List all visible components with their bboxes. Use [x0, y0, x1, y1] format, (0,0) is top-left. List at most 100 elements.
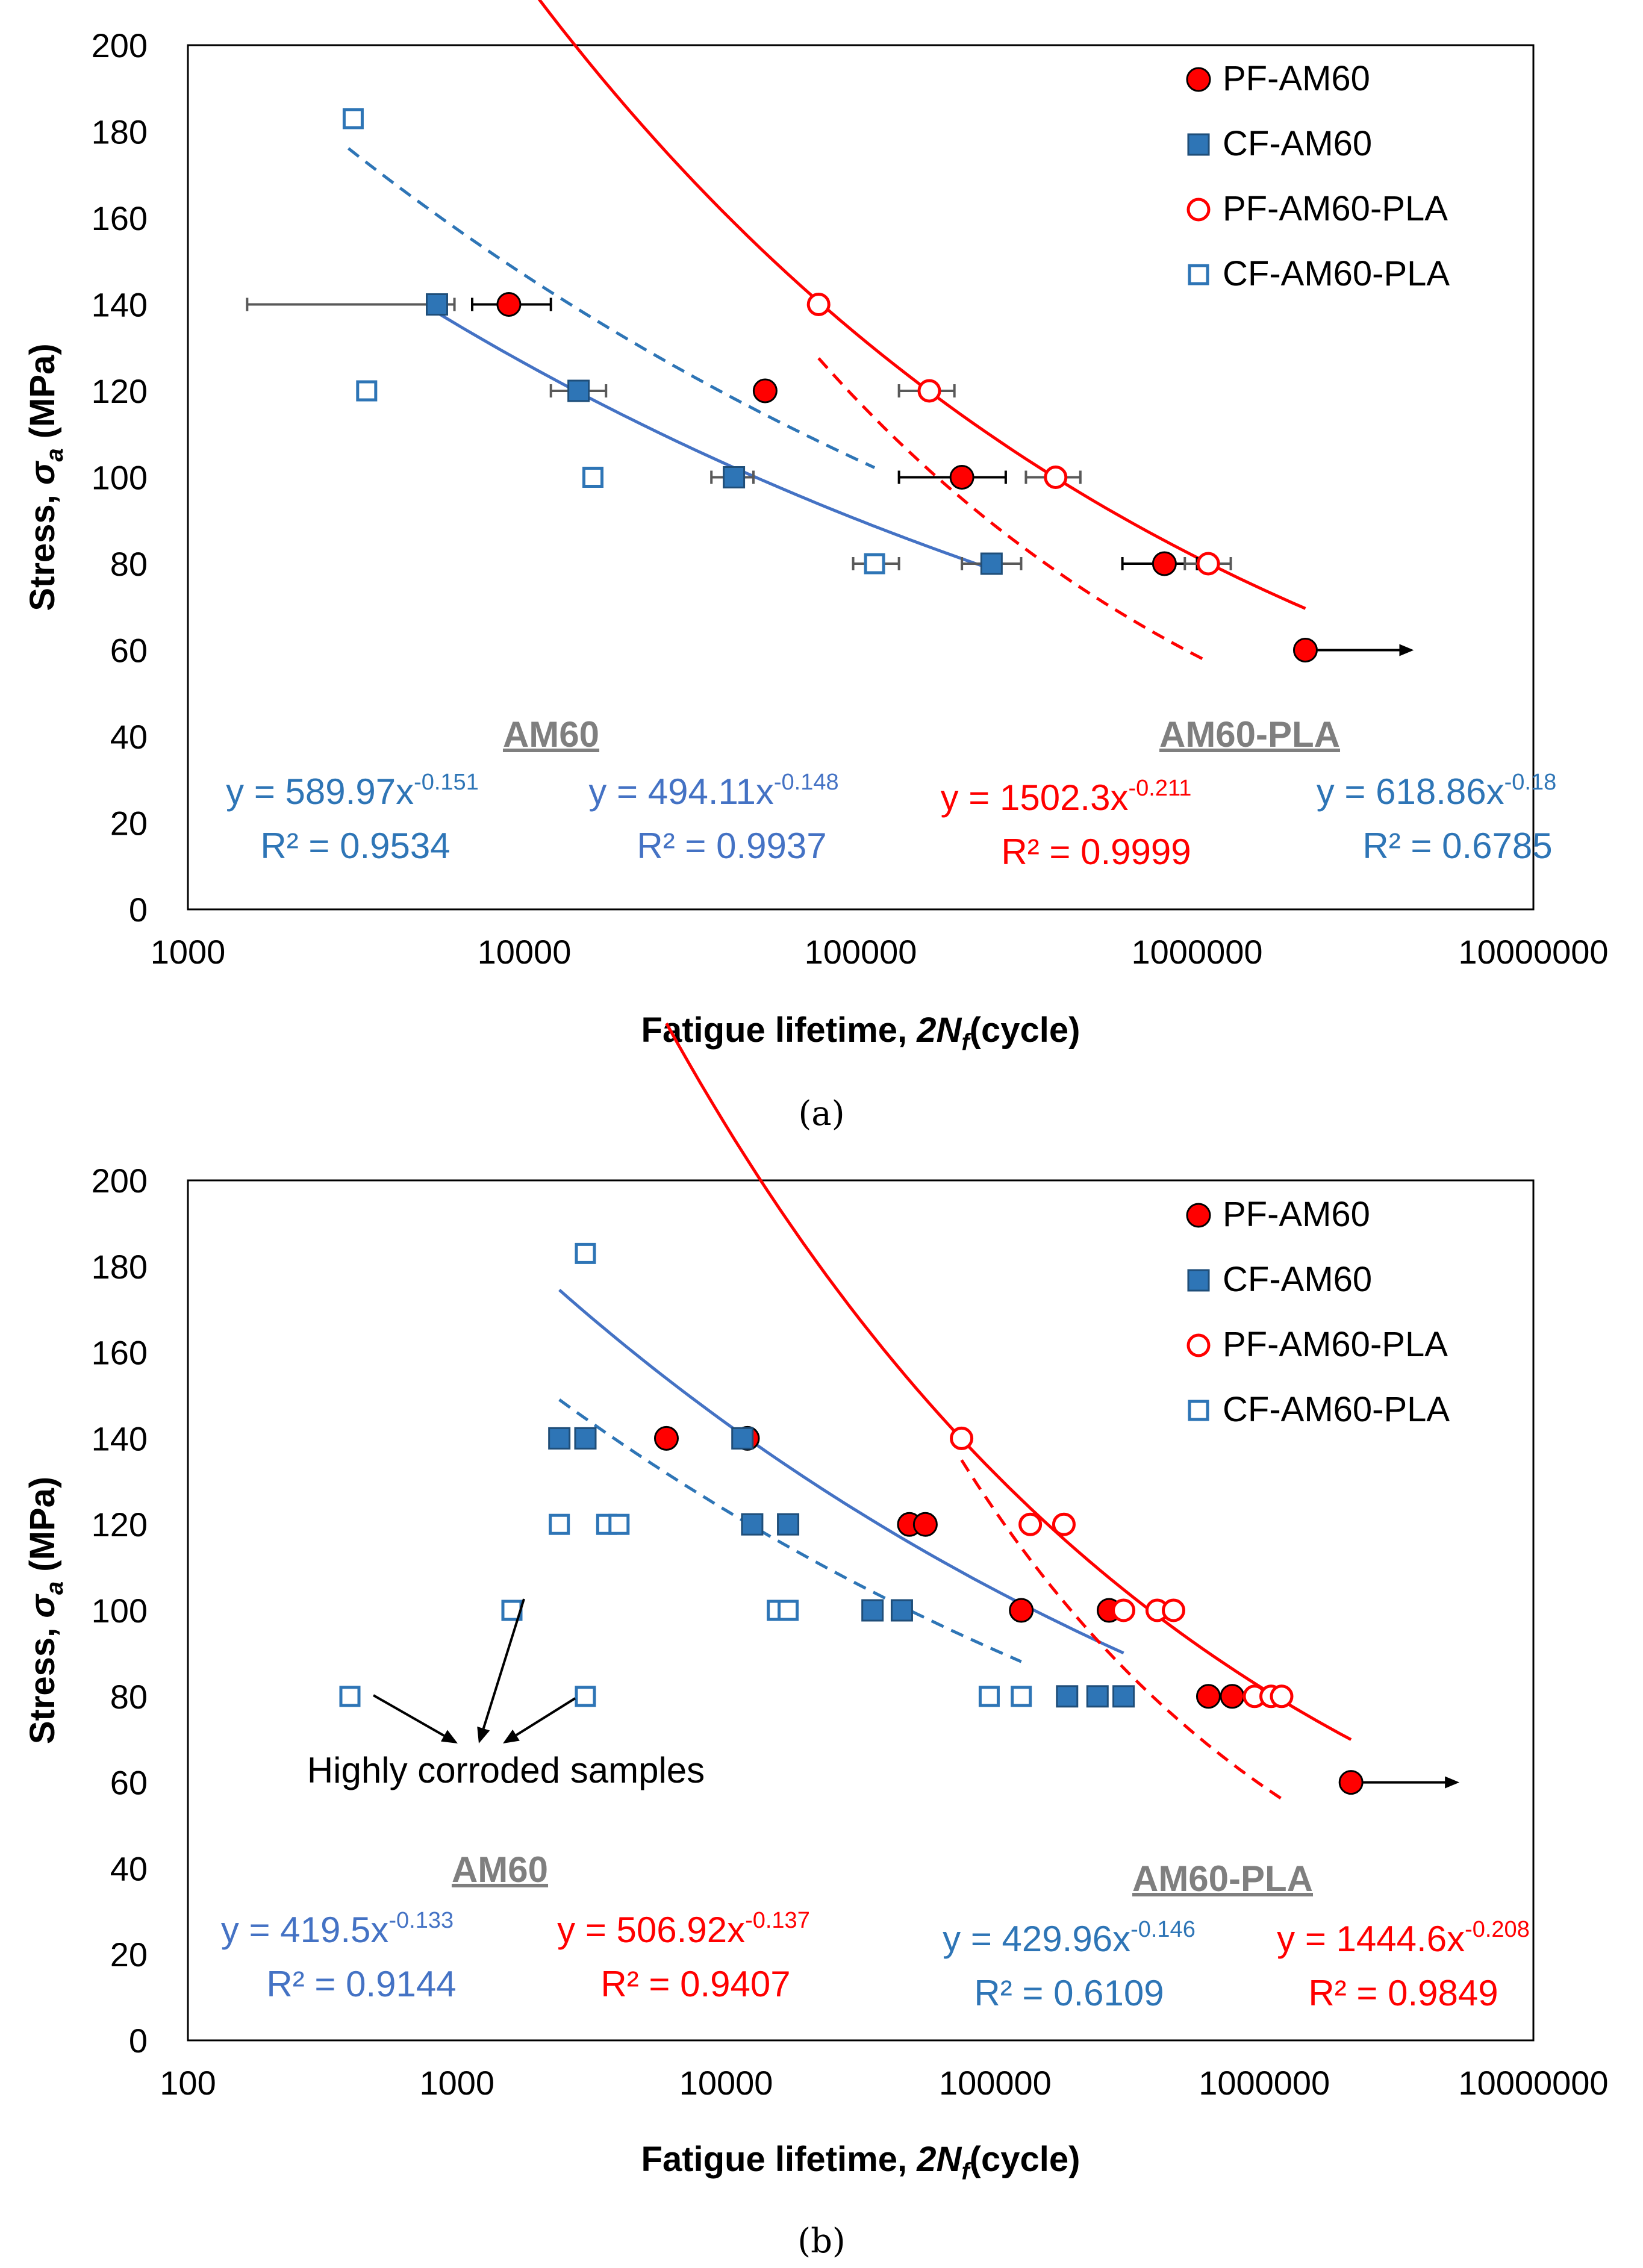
- annotation-arrowhead: [477, 1726, 490, 1743]
- y-tick-label: 160: [92, 1334, 148, 1372]
- data-point: [978, 1686, 1000, 1707]
- y-tick-label: 40: [110, 718, 148, 756]
- data-point: [980, 552, 1003, 575]
- y-axis-label: Stress, σa (MPa): [23, 343, 68, 611]
- annotation-arrowhead: [503, 1729, 520, 1743]
- y-tick-label: 60: [110, 632, 148, 670]
- annotation-arrow: [373, 1694, 445, 1737]
- runout-arrowhead: [1399, 644, 1414, 656]
- legend-marker: [1186, 1203, 1211, 1228]
- chart-b: 0 20 40 60 80 100 120 140 160 180 200 100 1000 10000 1…: [23, 1022, 1609, 2185]
- chart-a: 0 20 40 60 80 100 120 140 160 180 200 1000 10000 1000…: [23, 0, 1609, 1056]
- data-point: [917, 379, 941, 403]
- legend-marker: [1188, 264, 1209, 285]
- data-point: [949, 465, 974, 490]
- data-point: [723, 466, 746, 488]
- data-point: [890, 1599, 913, 1622]
- legend-label: PF-AM60-PLA: [1223, 1325, 1448, 1364]
- data-point: [1056, 1685, 1079, 1708]
- data-point: [1018, 1512, 1043, 1536]
- x-tick-label: 10000: [679, 2064, 773, 2102]
- trendline-equation: y = 1502.3x-0.211: [941, 776, 1192, 818]
- group-label: AM60: [452, 1849, 548, 1890]
- data-point: [574, 1427, 597, 1450]
- legend-marker: [1188, 1400, 1209, 1421]
- plot-area: [187, 44, 1535, 911]
- y-tick-label: 180: [92, 113, 148, 151]
- x-tick-label: 10000000: [1458, 2064, 1608, 2102]
- data-point: [339, 1686, 361, 1707]
- annotation-arrow: [515, 1697, 576, 1736]
- y-tick-label: 160: [92, 199, 148, 237]
- y-tick-label: 200: [92, 26, 148, 64]
- data-point: [1338, 1770, 1364, 1795]
- trendline-equation: y = 506.92x-0.137: [557, 1908, 810, 1950]
- y-tick-label: 120: [92, 372, 148, 410]
- annotation-label: Highly corroded samples: [307, 1750, 705, 1790]
- data-point: [342, 108, 364, 129]
- data-point: [1009, 1598, 1034, 1623]
- trendline-equation: y = 419.5x-0.133: [221, 1908, 454, 1950]
- runout-arrowhead: [1445, 1776, 1460, 1789]
- legend-label: PF-AM60-PLA: [1223, 189, 1448, 228]
- data-point: [950, 1426, 974, 1450]
- data-point: [425, 293, 448, 316]
- trendline: [960, 1459, 1283, 1800]
- y-tick-label: 60: [110, 1764, 148, 1802]
- data-point: [653, 1425, 679, 1451]
- data-point: [1011, 1686, 1032, 1707]
- data-point: [777, 1513, 800, 1536]
- r-squared: R² = 0.6785: [1362, 826, 1552, 866]
- legend-marker: [1187, 1269, 1210, 1292]
- y-axis-label: Stress, σa (MPa): [23, 1477, 68, 1744]
- data-point: [549, 1513, 570, 1535]
- r-squared: R² = 0.6109: [974, 1973, 1164, 2013]
- legend-marker: [1186, 198, 1211, 222]
- y-tick-label: 20: [110, 805, 148, 843]
- y-tick-label: 140: [92, 286, 148, 324]
- caption-a: (a): [798, 1094, 844, 1133]
- group-label: AM60-PLA: [1132, 1858, 1313, 1899]
- y-tick-label: 20: [110, 1936, 148, 1974]
- data-point: [752, 378, 778, 403]
- y-tick-label: 100: [92, 1592, 148, 1630]
- y-tick-label: 0: [129, 891, 148, 929]
- trendline: [558, 1289, 1124, 1655]
- x-tick-label: 100000: [939, 2064, 1052, 2102]
- group-label: AM60-PLA: [1159, 714, 1340, 755]
- trendline: [436, 311, 993, 571]
- trendline-equation: y = 429.96x-0.146: [943, 1917, 1196, 1959]
- data-point: [861, 1599, 884, 1622]
- x-axis-label: Fatigue lifetime, 2Nf(cycle): [641, 1011, 1080, 1056]
- data-point: [741, 1513, 764, 1536]
- x-tick-label: 1000000: [1199, 2064, 1330, 2102]
- x-tick-label: 100000: [805, 933, 917, 971]
- data-point: [1052, 1512, 1076, 1536]
- y-tick-label: 180: [92, 1248, 148, 1286]
- legend-marker: [1186, 1333, 1211, 1357]
- data-point: [1152, 551, 1177, 576]
- trendline-equation: y = 1444.6x-0.208: [1277, 1917, 1530, 1959]
- legend-label: CF-AM60-PLA: [1223, 254, 1450, 293]
- data-point: [1044, 466, 1068, 489]
- trendline: [537, 0, 1306, 610]
- trendline: [347, 147, 876, 469]
- r-squared: R² = 0.9534: [260, 826, 450, 866]
- y-tick-label: 100: [92, 459, 148, 497]
- data-point: [1196, 1684, 1221, 1709]
- trendline-equation: y = 494.11x-0.148: [588, 770, 838, 812]
- data-point: [731, 1427, 754, 1450]
- data-point: [548, 1427, 571, 1450]
- annotation-arrow: [482, 1598, 525, 1729]
- y-tick-label: 120: [92, 1506, 148, 1544]
- legend-label: PF-AM60: [1223, 59, 1370, 98]
- x-tick-label: 1000000: [1131, 933, 1262, 971]
- y-tick-label: 0: [129, 2022, 148, 2060]
- data-point: [575, 1686, 596, 1707]
- trendline: [558, 1398, 1022, 1663]
- data-point: [1292, 638, 1318, 662]
- r-squared: R² = 0.9937: [637, 826, 826, 866]
- x-tick-label: 10000000: [1458, 933, 1608, 971]
- r-squared: R² = 0.9144: [266, 1964, 456, 2004]
